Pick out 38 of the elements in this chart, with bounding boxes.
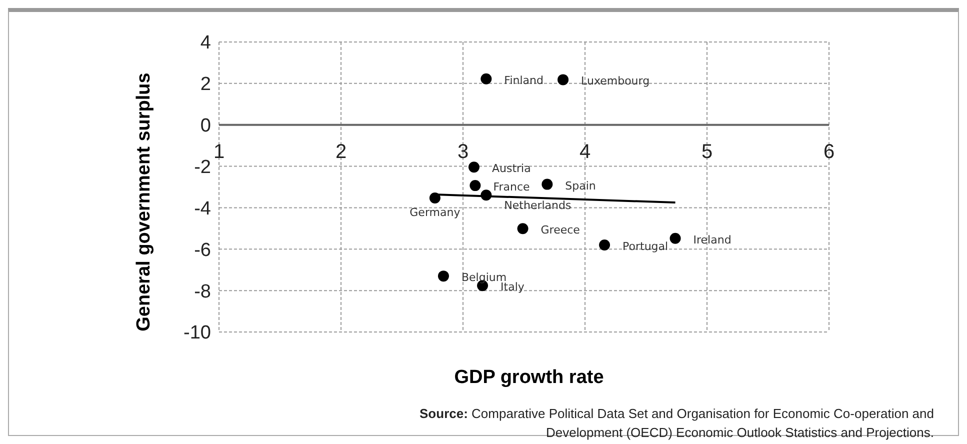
point — [480, 190, 492, 201]
annotation: Austria — [492, 162, 531, 176]
annotation: Netherlands — [504, 199, 572, 212]
point — [429, 192, 440, 204]
point — [470, 180, 481, 192]
y-tick-label: 0 — [200, 116, 211, 137]
y-tick-label: -6 — [194, 240, 211, 261]
y-tick-label: -8 — [194, 281, 211, 302]
x-tick-label: 5 — [701, 140, 713, 163]
point — [558, 74, 569, 86]
x-tick-label: 6 — [823, 140, 835, 163]
annotation: Germany — [410, 206, 461, 219]
point — [438, 270, 449, 282]
annotation: Spain — [565, 179, 596, 192]
x-axis-title: GDP growth rate — [453, 367, 605, 389]
x-tick-label: 2 — [335, 140, 347, 163]
annotation: Greece — [540, 224, 580, 237]
annotation: Finland — [504, 74, 544, 87]
point — [670, 232, 681, 244]
point — [468, 162, 480, 173]
y-tick-label: -4 — [194, 198, 212, 220]
annotation: France — [493, 180, 530, 194]
point — [517, 223, 528, 234]
point — [599, 240, 610, 250]
y-tick-label: -10 — [184, 322, 211, 344]
y-axis-title: General government surplus — [133, 72, 155, 332]
point — [480, 73, 492, 84]
annotation: Luxembourg — [581, 74, 650, 88]
source-note: Source: Comparative Political Data Set and Organisation for Economic Co-operation and Development (OECD) Economic Outlook Statistics and Projections. — [418, 405, 934, 442]
x-tick-label: 4 — [579, 140, 591, 163]
annotation: Ireland — [693, 233, 732, 246]
x-tick-label: 1 — [213, 140, 225, 163]
y-tick-label: 2 — [200, 74, 211, 96]
x-tick-label: 3 — [457, 140, 469, 163]
y-tick-label: 4 — [200, 32, 212, 54]
y-tick-label: -2 — [194, 157, 211, 178]
annotation: Portugal — [622, 240, 668, 253]
point — [542, 178, 553, 190]
